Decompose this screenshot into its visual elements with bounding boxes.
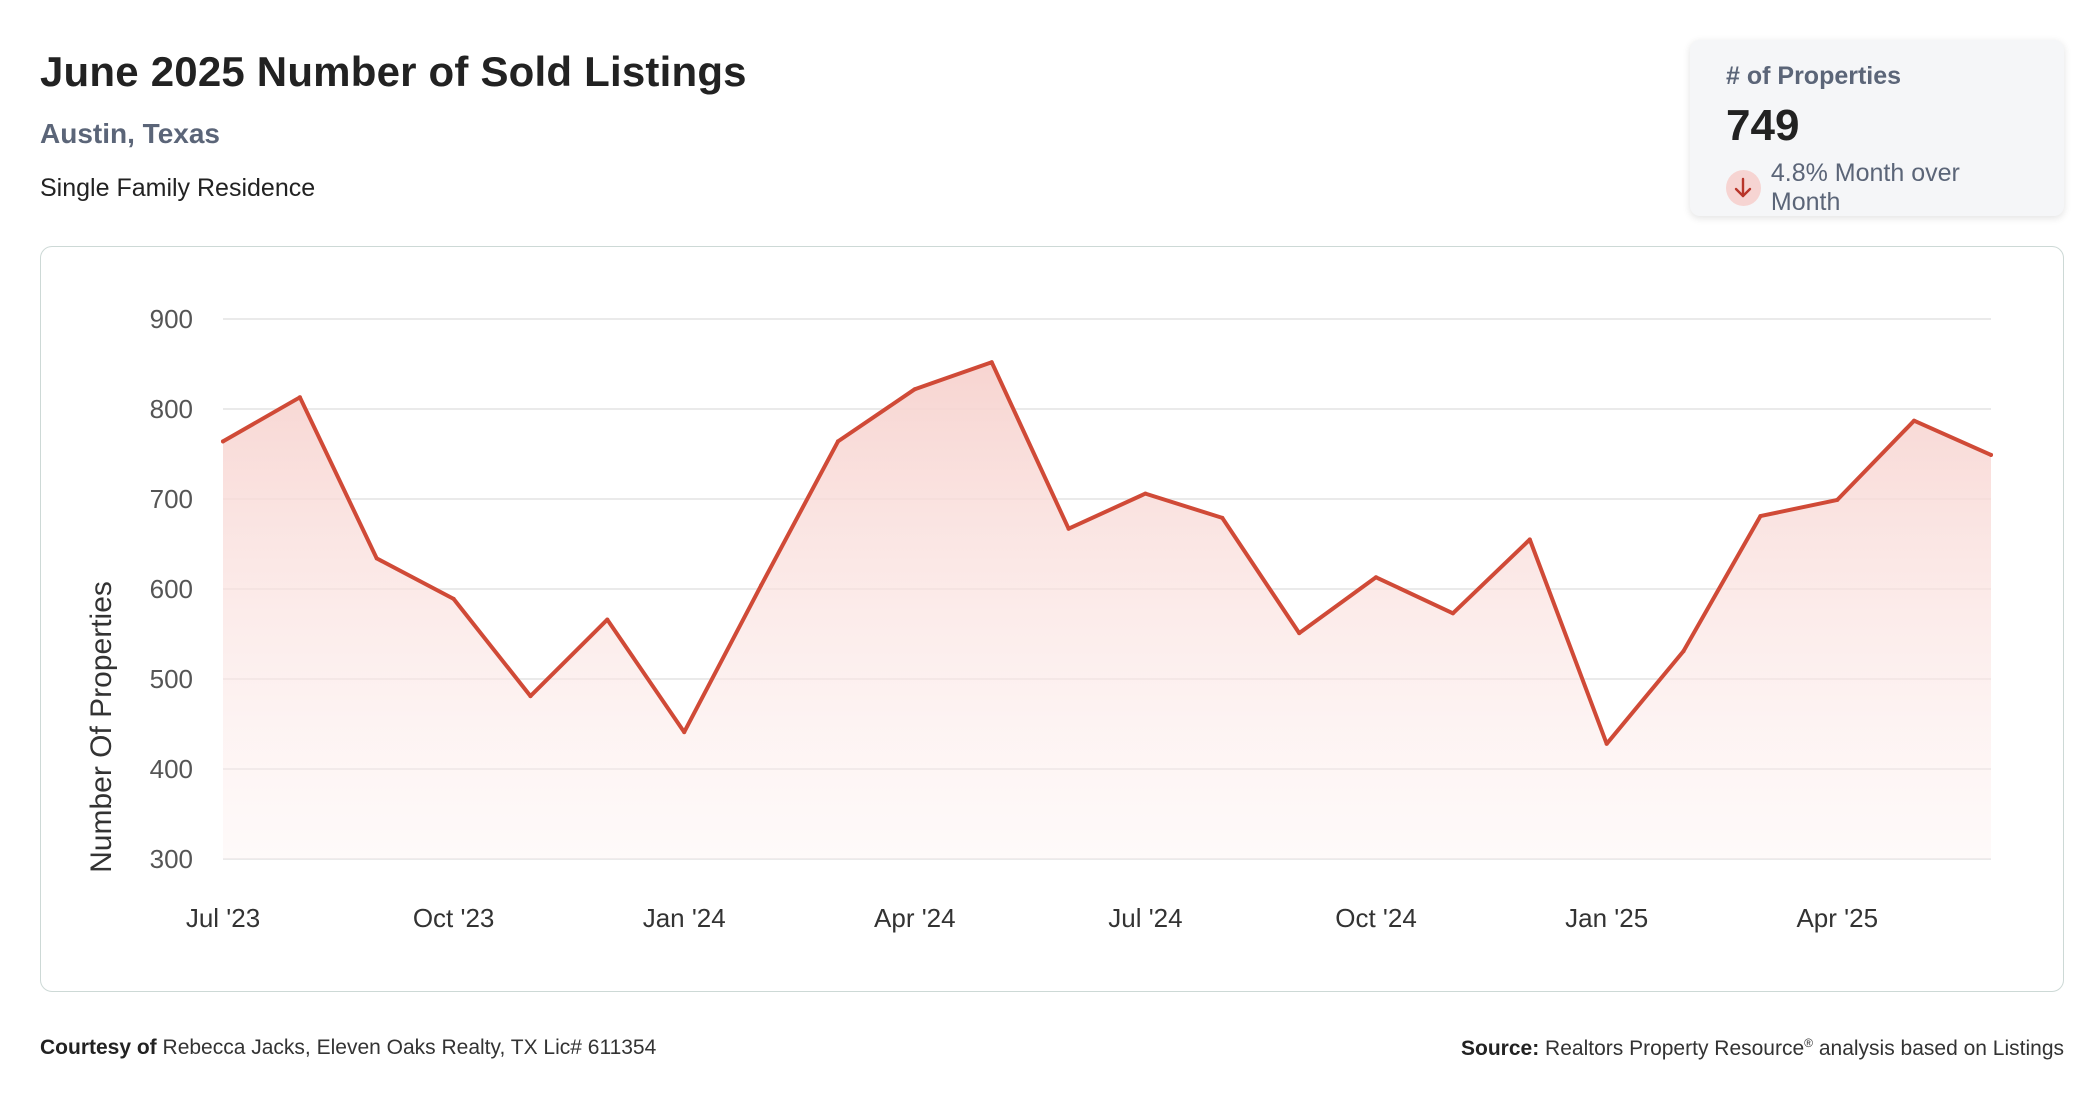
y-tick-label: 800: [150, 394, 193, 424]
courtesy-label: Courtesy of: [40, 1036, 157, 1059]
y-tick-label: 300: [150, 844, 193, 874]
data-point-2024-03: [835, 439, 840, 444]
data-point-2024-08: [1220, 515, 1225, 520]
footer-source: Source: Realtors Property Resource® anal…: [1461, 1036, 2064, 1061]
x-tick-label: Jul '23: [186, 903, 260, 933]
data-point-2024-05: [989, 360, 994, 365]
data-point-2024-10: [1374, 575, 1379, 580]
data-point-2024-12: [1527, 537, 1532, 542]
x-tick-label: Apr '24: [874, 903, 956, 933]
data-point-2025-06: [1989, 452, 1993, 457]
data-point-2023-11: [528, 694, 533, 699]
data-point-2023-08: [297, 395, 302, 400]
data-point-2023-10: [451, 596, 456, 601]
data-point-2024-04: [912, 387, 917, 392]
registered-mark: ®: [1804, 1036, 1813, 1050]
y-tick-label: 900: [150, 304, 193, 334]
x-tick-label: Jan '24: [643, 903, 726, 933]
x-tick-label: Oct '24: [1335, 903, 1417, 933]
x-tick-label: Jul '24: [1108, 903, 1182, 933]
data-point-2024-11: [1450, 611, 1455, 616]
source-label: Source:: [1461, 1037, 1540, 1060]
data-points: [221, 360, 1993, 746]
header: June 2025 Number of Sold Listings Austin…: [40, 48, 747, 203]
y-axis-label: Number Of Properties: [85, 581, 118, 873]
kpi-label: # of Properties: [1726, 62, 1902, 90]
source-rest: analysis based on Listings: [1818, 1037, 2064, 1060]
data-point-2023-07: [221, 439, 225, 444]
kpi-card: # of Properties 749 4.8% Month over Mont…: [1690, 40, 2064, 216]
kpi-change-text: 4.8% Month over Month: [1770, 159, 1960, 216]
source-name: Realtors Property Resource: [1545, 1037, 1805, 1060]
line-chart: 900 800 700 600 500 400 300 Jul '23 Oct '23 Jan …: [85, 304, 1993, 933]
y-tick-label: 600: [150, 574, 193, 604]
data-point-2025-05: [1912, 418, 1917, 423]
data-point-2024-06: [1066, 526, 1071, 531]
data-point-2024-09: [1297, 631, 1302, 636]
y-axis-ticks: 900 800 700 600 500 400 300: [150, 304, 193, 874]
data-point-2025-04: [1835, 497, 1840, 502]
x-axis-ticks: Jul '23 Oct '23 Jan '24 Apr '24 Jul '24 Oct '…: [186, 903, 1878, 933]
y-tick-label: 700: [150, 484, 193, 514]
x-tick-label: Oct '23: [413, 903, 495, 933]
data-point-2023-09: [374, 556, 379, 561]
data-point-2024-01: [682, 730, 687, 735]
kpi-change: 4.8% Month over Month: [1726, 159, 2028, 217]
y-tick-label: 400: [150, 754, 193, 784]
data-point-2024-02: [759, 583, 764, 588]
kpi-value: 749: [1726, 101, 1800, 150]
page-title: June 2025 Number of Sold Listings: [40, 48, 747, 95]
x-tick-label: Apr '25: [1796, 903, 1878, 933]
data-point-2024-07: [1143, 491, 1148, 496]
data-point-2025-03: [1758, 514, 1763, 519]
arrow-down-icon: [1726, 170, 1761, 206]
y-tick-label: 500: [150, 664, 193, 694]
data-point-2023-12: [605, 617, 610, 622]
data-point-2025-01: [1604, 741, 1609, 746]
data-point-2025-02: [1681, 649, 1686, 654]
footer-courtesy: Courtesy of Rebecca Jacks, Eleven Oaks R…: [40, 1036, 656, 1060]
chart-card: 900 800 700 600 500 400 300 Jul '23 Oct '23 Jan …: [40, 246, 2064, 992]
series-line: [221, 360, 1993, 746]
area-fill: [223, 362, 1991, 859]
location-label: Austin, Texas: [40, 118, 220, 149]
x-tick-label: Jan '25: [1565, 903, 1648, 933]
property-type-label: Single Family Residence: [40, 174, 316, 202]
courtesy-text: Rebecca Jacks, Eleven Oaks Realty, TX Li…: [162, 1036, 657, 1059]
